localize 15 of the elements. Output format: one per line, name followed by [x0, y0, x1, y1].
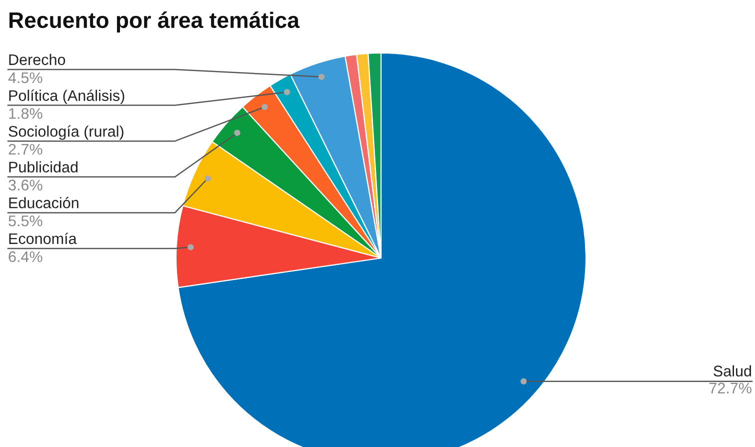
slice-label: Derecho [9, 54, 66, 66]
slice-label: Economía [9, 232, 77, 244]
slice-label: Educación [9, 196, 78, 208]
slice-label: Sociología (rural) [8, 125, 124, 140]
slice-label: Política (Análisis) [9, 90, 124, 104]
slice-label: Publicidad [9, 161, 78, 172]
chart-title: Recuento por área temática [9, 12, 300, 32]
data-label: 72.7% [709, 382, 752, 394]
data-label: 4.5% [8, 72, 42, 84]
data-label: 3.6% [8, 180, 42, 190]
data-label: 6.4% [8, 251, 42, 262]
data-label: 2.7% [8, 144, 42, 155]
data-label: 1.8% [9, 108, 42, 119]
slice-label: Salud [714, 365, 752, 376]
data-label: 5.5% [8, 216, 42, 226]
